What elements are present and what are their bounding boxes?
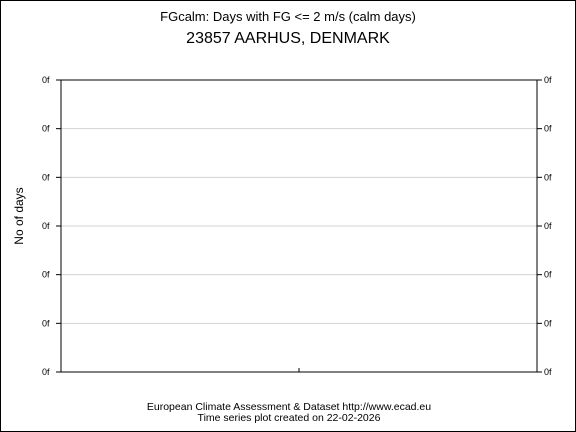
- footer-credit: European Climate Assessment & Dataset ht…: [147, 401, 431, 413]
- y-tick-label-left: 0f: [42, 172, 50, 182]
- y-tick-label-right: 0f: [544, 318, 552, 328]
- y-tick-label-right: 0f: [544, 270, 552, 280]
- chart-title: FGcalm: Days with FG <= 2 m/s (calm days…: [160, 9, 416, 24]
- chart-subtitle: 23857 AARHUS, DENMARK: [186, 30, 390, 47]
- y-tick-label-left: 0f: [42, 270, 50, 280]
- y-tick-label-right: 0f: [544, 124, 552, 134]
- y-tick-label-left: 0f: [42, 318, 50, 328]
- y-tick-label-right: 0f: [544, 172, 552, 182]
- y-axis-left-labels: 0f 0f 0f 0f 0f 0f 0f: [42, 75, 50, 377]
- y-tick-label-left: 0f: [42, 75, 50, 85]
- y-tick-label-right: 0f: [544, 367, 552, 377]
- y-tick-label-left: 0f: [42, 367, 50, 377]
- y-tick-label-right: 0f: [544, 75, 552, 85]
- grid-lines: [61, 128, 537, 324]
- y-axis-label: No of days: [12, 187, 26, 244]
- y-tick-label-left: 0f: [42, 221, 50, 231]
- axis-ticks: [56, 79, 542, 373]
- y-tick-label-right: 0f: [544, 221, 552, 231]
- footer-timestamp: Time series plot created on 22-02-2026: [198, 412, 381, 424]
- y-axis-right-labels: 0f 0f 0f 0f 0f 0f 0f: [544, 75, 552, 377]
- y-tick-label-left: 0f: [42, 124, 50, 134]
